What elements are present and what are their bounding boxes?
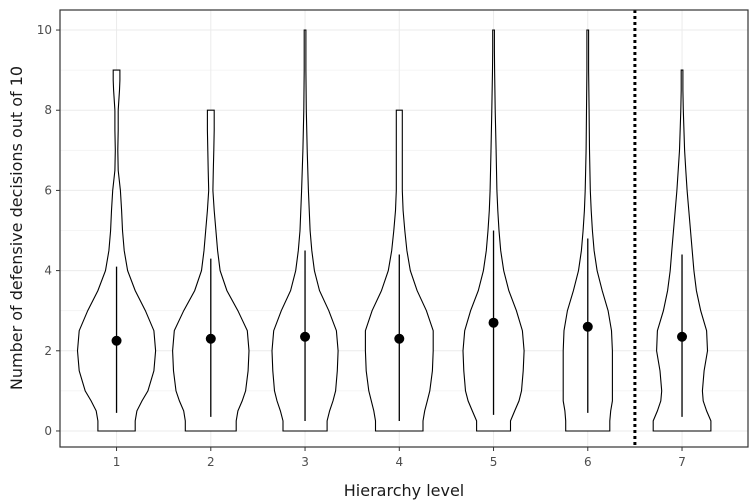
violin-7 [652,69,712,432]
y-axis-ticks: 0 2 4 6 8 10 [37,23,60,438]
mean-point-6 [582,321,593,332]
summary-markers [111,230,688,421]
violin-5 [462,29,525,432]
mean-point-7 [677,331,688,342]
x-tick-label: 4 [395,455,403,469]
panel-border [59,9,749,448]
mean-point-4 [394,333,405,344]
y-tick-label: 0 [44,424,52,438]
y-axis-title: Number of defensive decisions out of 10 [7,66,26,390]
y-tick-label: 8 [44,103,52,117]
y-tick-label: 6 [44,183,52,197]
x-tick-label: 2 [207,455,215,469]
x-tick-label: 7 [678,455,686,469]
x-tick-label: 1 [113,455,121,469]
y-tick-label: 2 [44,344,52,358]
mean-point-5 [488,317,499,328]
violin-3 [271,29,339,432]
y-tick-label: 10 [37,23,52,37]
y-tick-label: 4 [44,264,52,278]
mean-point-1 [111,335,122,346]
mean-point-2 [205,333,216,344]
x-tick-label: 5 [490,455,498,469]
x-axis-title: Hierarchy level [344,481,464,500]
mean-point-3 [300,331,311,342]
violin-6 [562,29,613,432]
x-axis-ticks: 1 2 3 4 5 6 7 [113,447,686,469]
x-tick-label: 6 [584,455,592,469]
violin-1 [76,69,157,432]
x-tick-label: 3 [301,455,309,469]
